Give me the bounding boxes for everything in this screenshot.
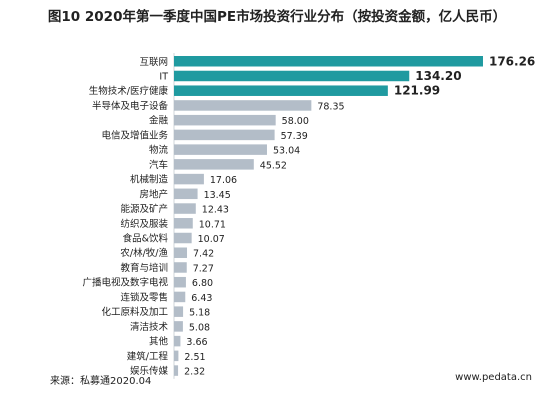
bar-1 xyxy=(174,56,483,67)
category-label: 互联网 xyxy=(139,57,168,68)
value-label: 10.71 xyxy=(199,219,226,230)
value-label: 176.26 xyxy=(489,54,535,68)
category-label: 纺织及服装 xyxy=(120,218,168,230)
value-label: 121.99 xyxy=(394,84,440,98)
category-label: IT xyxy=(159,71,168,82)
category-label: 清洁技术 xyxy=(130,321,169,333)
category-label: 半导体及电子设备 xyxy=(92,100,169,112)
category-label: 建筑/工程 xyxy=(127,350,169,362)
value-label: 57.39 xyxy=(281,131,308,142)
bar-10 xyxy=(174,188,198,200)
value-label: 53.04 xyxy=(273,146,300,157)
value-label: 134.20 xyxy=(415,69,461,83)
value-label: 5.08 xyxy=(189,322,210,333)
category-label: 食品&饮料 xyxy=(123,233,169,245)
category-label: 电信及增值业务 xyxy=(101,129,168,141)
value-label: 58.00 xyxy=(282,116,309,127)
bar-8 xyxy=(174,159,254,170)
value-label: 5.18 xyxy=(189,308,210,319)
category-label: 化工原料及加工 xyxy=(101,306,168,318)
category-label: 机械制造 xyxy=(130,174,169,186)
bar-7 xyxy=(174,144,267,155)
category-label: 汽车 xyxy=(149,159,168,171)
category-label: 其他 xyxy=(149,336,169,348)
bar-18 xyxy=(174,306,184,317)
category-label: 物流 xyxy=(149,144,169,156)
bar-9 xyxy=(174,173,204,185)
category-label: 房地产 xyxy=(139,188,168,200)
value-label: 6.43 xyxy=(191,293,212,304)
category-label: 能源及矿产 xyxy=(120,203,168,215)
bar-3 xyxy=(174,85,388,96)
value-label: 3.66 xyxy=(186,337,207,348)
value-label: 7.42 xyxy=(193,249,214,260)
category-label: 金融 xyxy=(149,115,169,127)
bar-4 xyxy=(174,100,312,111)
bar-16 xyxy=(174,276,186,288)
category-label: 教育与培训 xyxy=(120,262,168,274)
bar-17 xyxy=(174,291,186,303)
bar-19 xyxy=(174,321,183,332)
category-label: 广播电视及数字电视 xyxy=(82,277,168,289)
value-label: 10.07 xyxy=(198,234,225,245)
chart-title: 图10 2020年第一季度中国PE市场投资行业分布（按投资金额，亿人民币） xyxy=(47,9,507,25)
value-label: 13.45 xyxy=(204,190,231,201)
value-label: 78.35 xyxy=(317,101,344,112)
bar-14 xyxy=(174,247,188,258)
bar-11 xyxy=(174,203,196,214)
value-label: 45.52 xyxy=(260,160,287,171)
source-note: 来源：私募通2020.04 xyxy=(50,376,152,387)
bar-13 xyxy=(174,232,192,244)
value-label: 12.43 xyxy=(202,205,229,216)
value-label: 2.32 xyxy=(184,367,205,378)
category-label: 农/林/牧/渔 xyxy=(120,247,168,259)
value-label: 6.80 xyxy=(192,278,213,289)
bar-12 xyxy=(174,218,193,229)
bar-20 xyxy=(174,335,181,347)
value-label: 17.06 xyxy=(210,175,237,186)
bar-22 xyxy=(174,365,179,376)
value-label: 2.51 xyxy=(184,352,205,363)
bar-15 xyxy=(174,262,187,273)
bar-5 xyxy=(174,114,276,126)
website-note: www.pedata.cn xyxy=(455,372,532,383)
bar-2 xyxy=(174,70,410,82)
category-label: 娱乐传媒 xyxy=(130,365,169,377)
bar-6 xyxy=(174,129,275,141)
category-label: 生物技术/医疗健康 xyxy=(89,85,169,97)
category-label: 连锁及零售 xyxy=(120,291,168,303)
value-label: 7.27 xyxy=(193,263,214,274)
bar-21 xyxy=(174,350,179,362)
